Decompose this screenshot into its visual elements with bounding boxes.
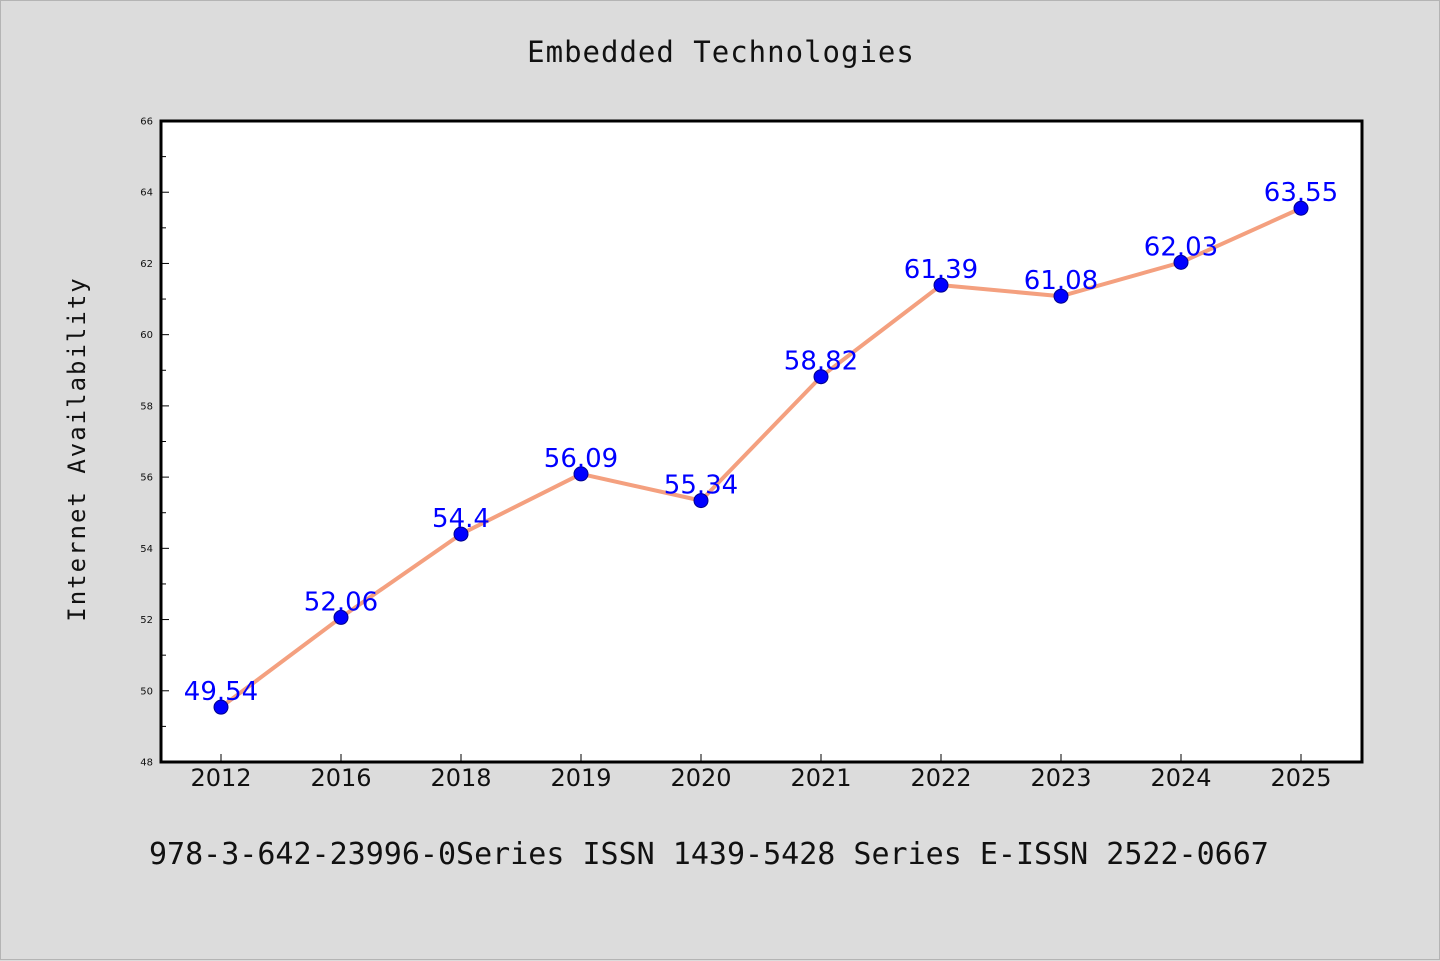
data-label: 62.03 [1144,232,1218,262]
y-tick-label: 52 [140,615,153,626]
x-tick-label: 2022 [910,764,971,792]
y-tick-label: 66 [140,117,153,128]
data-point [1053,288,1069,304]
data-label: 61.08 [1024,266,1098,296]
y-tick-label: 58 [140,401,153,412]
y-tick-label: 56 [140,473,153,484]
data-label: 56.09 [544,444,618,474]
data-point [813,369,829,385]
data-point [1173,254,1189,270]
x-tick-label: 2021 [790,764,851,792]
y-tick-label: 48 [140,758,153,769]
data-point [933,277,949,293]
data-label: 63.55 [1264,178,1338,208]
y-tick-label: 64 [140,188,153,199]
y-tick-label: 50 [140,686,153,697]
x-tick-label: 2012 [190,764,251,792]
data-label: 61.39 [904,255,978,285]
x-axis-ticks: 2012 2016 2018 2019 2020 2021 2022 2023 2024 2025 [190,754,1332,792]
data-labels: 49.54 52.06 54.4 56.09 55.34 58.82 61.39 61.08 6… [184,178,1338,707]
x-tick-label: 2020 [670,764,731,792]
x-tick-label: 2018 [430,764,491,792]
data-label: 49.54 [184,677,258,707]
x-tick-label: 2024 [1150,764,1211,792]
data-label: 52.06 [304,587,378,617]
data-point [213,699,229,715]
data-point [573,466,589,482]
x-tick-label: 2025 [1270,764,1331,792]
x-tick-label: 2019 [550,764,611,792]
chart-title: Embedded Technologies [527,35,915,69]
data-label: 55.34 [664,471,738,501]
plot-area [159,119,1364,764]
data-point [1293,200,1309,216]
y-tick-label: 60 [140,330,153,341]
x-tick-label: 2023 [1030,764,1091,792]
data-point [693,493,709,509]
series-markers [213,200,1309,715]
data-label: 58.82 [784,347,858,377]
series-line [219,206,1302,709]
y-tick-label: 62 [140,259,153,270]
data-label: 54.4 [432,504,490,534]
y-tick-label: 54 [140,544,153,555]
x-tick-label: 2016 [310,764,371,792]
data-point [453,526,469,542]
footer-isbn-note: 978-3-642-23996-0Series ISSN 1439-5428 S… [149,837,1269,872]
y-axis-ticks: 48 50 52 54 56 58 60 62 64 66 [140,117,169,769]
data-point [333,609,349,625]
